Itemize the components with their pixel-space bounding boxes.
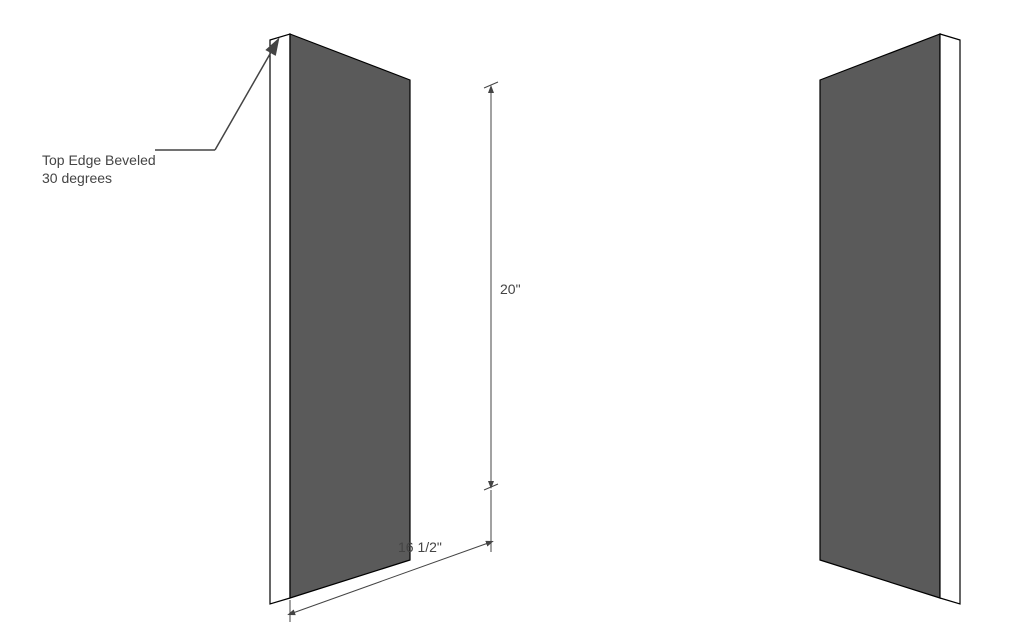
height-dimension-label: 20" bbox=[500, 281, 521, 297]
right-panel-front-face bbox=[820, 34, 940, 598]
depth-dimension-label: 16 1/2" bbox=[398, 539, 442, 555]
bevel-label-line2: 30 degrees bbox=[42, 170, 112, 186]
bevel-label-line1: Top Edge Beveled bbox=[42, 152, 156, 168]
dimension-height: 20" bbox=[484, 82, 521, 490]
left-panel-side-face bbox=[290, 34, 410, 598]
left-panel bbox=[270, 34, 410, 604]
bevel-annotation: Top Edge Beveled 30 degrees bbox=[42, 40, 278, 186]
right-panel bbox=[820, 34, 960, 604]
diagram-canvas: Top Edge Beveled 30 degrees 20" 16 1/2" bbox=[0, 0, 1024, 637]
left-panel-front-edge bbox=[270, 34, 290, 604]
right-panel-side-edge bbox=[940, 34, 960, 604]
